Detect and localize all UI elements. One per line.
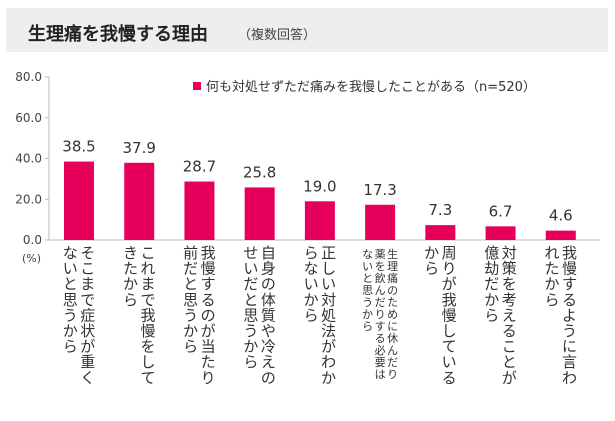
data-label: 19.0 [303,177,336,195]
x-tick-label-line: 正しい対処法がわか [321,244,336,387]
bar [124,162,155,240]
x-axis-labels: そこまで症状が重くないと思うからこれまで我慢をしてきたから我慢するのが当たり前だ… [63,244,577,387]
x-tick-label-line: きたから [123,244,138,309]
x-tick-label-line: 自身の体質や冷えの [261,244,276,387]
legend-swatch [193,82,201,90]
bar [365,204,396,240]
x-tick-label-line: 億劫だから [484,244,499,324]
bar [184,181,215,240]
data-label: 7.3 [428,201,452,219]
x-tick-label-line: 薬を飲んだりする必要は [375,248,386,381]
x-tick-label-line: 我慢するように言わ [562,244,577,387]
data-label: 4.6 [549,207,573,225]
bar [425,225,456,240]
y-tick-label: 40.0 [15,152,42,166]
x-tick-label-line: そこまで症状が重く [80,244,95,387]
x-tick-label-line: から [424,244,439,278]
x-tick-label-line: これまで我慢をして [140,244,155,387]
data-label: 6.7 [489,202,513,220]
data-label: 38.5 [62,138,95,156]
x-tick-label-line: ないと思うから [63,244,78,356]
x-tick-label-line: れたから [545,244,560,309]
bar [545,230,576,240]
data-label: 17.3 [363,181,396,199]
x-tick-label-line: 対策を考えることが [502,244,517,387]
legend-label: 何も対処せずただ痛みを我慢したことがある（n=520） [206,79,536,95]
value-labels: 38.5 37.9 28.7 25.8 19.0 17.3 7.3 6.7 4.6 [62,138,572,225]
y-tick-label: 80.0 [15,70,42,84]
legend: 何も対処せずただ痛みを我慢したことがある（n=520） [193,79,536,95]
y-tick-label: 60.0 [15,111,42,125]
chart-subtitle: （複数回答） [238,28,317,43]
y-tick-label: 20.0 [15,192,42,206]
x-tick-label-line: 前だと思うから [183,244,198,356]
x-tick-label-line: 生理痛のために休んだり [387,247,398,381]
bar [244,187,275,240]
data-label: 28.7 [183,158,216,176]
bar [485,226,516,240]
bar [304,201,335,240]
data-label: 37.9 [123,139,156,157]
x-tick-label-line: 我慢するのが当たり [201,244,216,387]
bars [64,161,576,240]
y-unit-label: (%) [22,252,41,265]
x-tick-label-line: 周りが我慢している [442,244,457,387]
bar [64,161,94,240]
data-label: 25.8 [243,163,276,181]
x-tick-label-line: せいだと思うから [243,244,258,371]
title-bar: 生理痛を我慢する理由 （複数回答） [6,8,608,52]
x-tick-label-line: らないから [304,244,319,324]
y-tick-label: 0.0 [23,233,42,247]
chart-title: 生理痛を我慢する理由 [28,24,208,45]
x-tick-label-line: ないと思うから [362,248,373,333]
